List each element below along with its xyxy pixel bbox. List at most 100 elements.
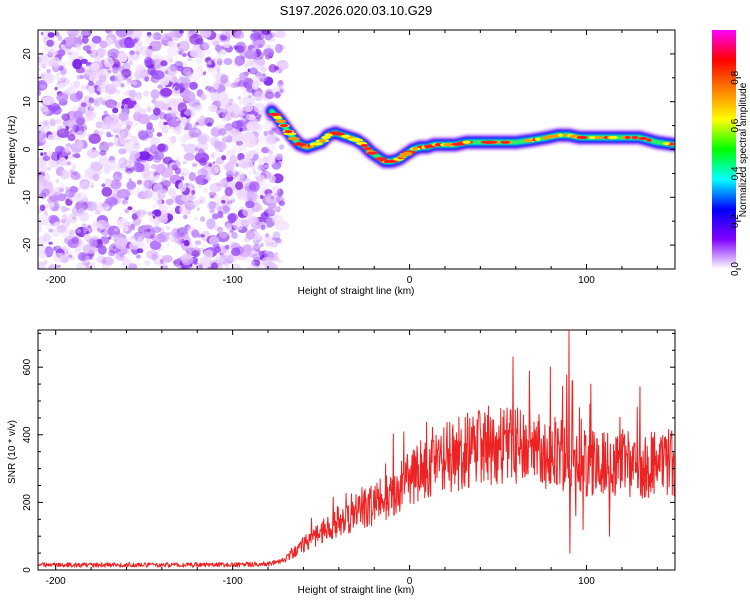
- noise-blob: [129, 50, 135, 56]
- noise-blob: [121, 68, 132, 78]
- noise-blob: [171, 164, 178, 171]
- noise-blob: [167, 40, 176, 47]
- noise-blob: [210, 153, 215, 158]
- noise-blob: [43, 151, 47, 156]
- noise-blob: [203, 249, 214, 259]
- noise-blob: [160, 33, 170, 41]
- noise-blob: [230, 82, 238, 89]
- noise-blob: [53, 221, 60, 227]
- noise-blob: [56, 264, 61, 268]
- noise-blob: [183, 152, 195, 161]
- noise-blob: [220, 30, 228, 34]
- noise-blob: [246, 59, 254, 67]
- noise-blob: [48, 202, 56, 208]
- noise-blob: [126, 180, 137, 190]
- noise-blob: [274, 91, 281, 98]
- noise-blob: [268, 174, 276, 183]
- noise-blob: [136, 179, 143, 185]
- noise-blob: [169, 161, 179, 170]
- noise-blob: [216, 108, 228, 117]
- noise-blob: [212, 68, 221, 79]
- noise-blob: [257, 175, 266, 184]
- noise-blob: [124, 130, 132, 138]
- noise-blob: [180, 116, 188, 125]
- noise-blob: [208, 235, 220, 245]
- ridge-peak: [334, 132, 341, 136]
- noise-blob: [162, 73, 172, 81]
- noise-blob: [38, 132, 48, 143]
- ridge-peak: [324, 133, 333, 137]
- noise-blob: [164, 70, 169, 75]
- noise-blob: [136, 217, 142, 224]
- noise-blob: [193, 199, 200, 207]
- noise-blob: [127, 78, 133, 83]
- noise-blob: [217, 229, 222, 234]
- noise-blob: [188, 127, 202, 138]
- noise-blob: [145, 35, 154, 43]
- noise-blob: [88, 74, 99, 82]
- noise-blob: [196, 233, 201, 238]
- noise-blob: [218, 128, 227, 136]
- noise-blob: [81, 30, 92, 38]
- noise-blob: [264, 91, 275, 99]
- spectrogram-y-tick-label: 20: [22, 48, 33, 60]
- noise-blob: [176, 65, 185, 72]
- snr-panel: -200 -100 0 100 0 200 400 600 Height of straig…: [7, 329, 676, 596]
- noise-blob: [48, 137, 52, 141]
- noise-blob: [40, 152, 44, 157]
- noise-blob: [82, 45, 92, 52]
- noise-blob: [124, 40, 135, 49]
- noise-blob: [242, 106, 249, 113]
- noise-blob: [221, 155, 227, 161]
- frequency-ridge: [263, 103, 675, 170]
- noise-blob: [79, 181, 91, 191]
- noise-blob: [238, 246, 251, 258]
- noise-blob: [101, 142, 105, 146]
- noise-blob: [198, 135, 208, 145]
- ridge-peak: [589, 135, 596, 140]
- noise-blob: [200, 93, 207, 101]
- noise-blob: [41, 188, 50, 197]
- noise-blob: [176, 43, 181, 48]
- snr-y-axis-label: SNR (10 * v/v): [7, 420, 18, 484]
- spectrogram-x-tick-label: 0: [407, 275, 413, 286]
- ridge-peak: [273, 116, 283, 120]
- noise-blob: [136, 254, 141, 259]
- noise-blob: [263, 130, 269, 137]
- noise-blob: [247, 68, 251, 73]
- noise-blob: [246, 190, 258, 201]
- noise-blob: [217, 91, 228, 102]
- noise-blob: [236, 189, 249, 200]
- ridge-peak: [443, 143, 454, 147]
- noise-blob: [181, 52, 187, 57]
- colorbar-label: Normalized spectral amplitude: [738, 82, 749, 217]
- noise-blob: [184, 224, 191, 231]
- noise-blob: [173, 101, 180, 106]
- noise-blob: [57, 80, 62, 85]
- noise-blob: [249, 32, 260, 41]
- noise-blob: [98, 74, 107, 82]
- noise-blob: [116, 163, 125, 171]
- ridge-peak: [362, 147, 373, 151]
- noise-blob: [200, 260, 210, 269]
- noise-blob: [88, 97, 95, 104]
- noise-blob: [47, 32, 55, 38]
- noise-blob: [229, 229, 234, 233]
- noise-blob: [41, 96, 55, 106]
- noise-blob: [113, 181, 120, 187]
- noise-blob: [137, 113, 151, 125]
- noise-blob: [58, 157, 67, 167]
- snr-y-ticks: 0 200 400 600: [22, 332, 675, 573]
- noise-blob: [88, 262, 96, 269]
- noise-blob: [50, 57, 61, 67]
- noise-blob: [266, 154, 276, 165]
- noise-blob: [248, 181, 260, 193]
- noise-blob: [61, 113, 70, 121]
- spectrogram-x-axis-label: Height of straight line (km): [298, 286, 415, 297]
- ridge-peak: [279, 124, 288, 128]
- noise-blob: [56, 72, 61, 76]
- noise-blob: [114, 39, 124, 49]
- noise-blob: [150, 191, 162, 201]
- ridge-peak: [310, 142, 323, 146]
- noise-blob: [43, 232, 52, 242]
